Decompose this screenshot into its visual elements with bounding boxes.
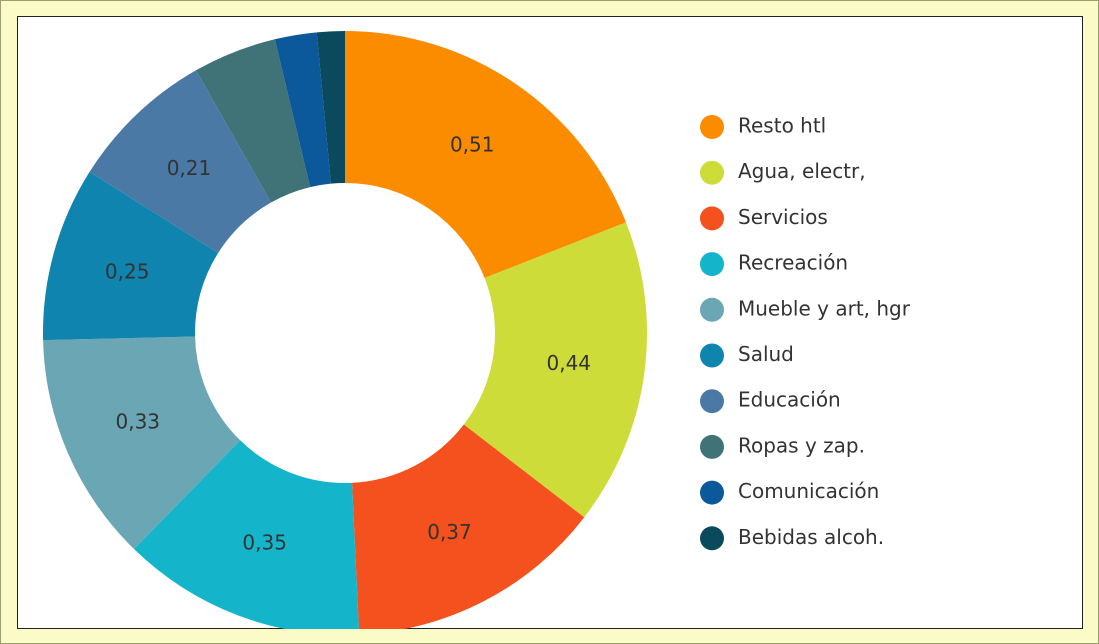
slice <box>43 336 241 550</box>
slice <box>89 70 272 253</box>
slice-label: 0,51 <box>450 133 495 157</box>
slice-label: 0,35 <box>242 531 287 555</box>
legend-swatch <box>700 526 724 551</box>
slice <box>43 171 219 341</box>
legend-label: Ropas y zap. <box>738 433 865 457</box>
legend-label: Bebidas alcoh. <box>738 525 884 549</box>
legend-swatch <box>700 434 724 459</box>
slice <box>345 31 627 279</box>
legend-swatch <box>700 206 724 231</box>
legend-label: Recreación <box>738 251 848 275</box>
slice-label: 0,25 <box>105 259 150 283</box>
slice <box>196 39 311 203</box>
legend-label: Agua, electr, <box>738 159 866 183</box>
legend-label: Comunicación <box>738 479 879 503</box>
legend-swatch <box>700 389 724 414</box>
slice <box>316 31 345 184</box>
slice-label: 0,21 <box>167 156 212 180</box>
legend-label: Educación <box>738 388 841 412</box>
slice-label: 0,44 <box>547 351 592 375</box>
legend-label: Salud <box>738 342 794 366</box>
slice-label: 0,37 <box>427 520 472 544</box>
slice <box>463 222 647 518</box>
slice <box>274 32 331 188</box>
legend-swatch <box>700 297 724 322</box>
legend-label: Mueble y art, hgr <box>738 296 911 320</box>
legend-swatch <box>700 115 724 139</box>
slice-label: 0,33 <box>115 410 160 434</box>
legend-swatch <box>700 480 724 505</box>
legend-swatch <box>700 160 724 185</box>
legend-label: Resto htl <box>738 114 826 138</box>
chart: 0,51 0,44 0,37 0,35 0,33 0,25 0,21 Resto htl Agu… <box>17 16 1083 629</box>
legend-swatch <box>700 343 724 368</box>
slice <box>352 424 585 629</box>
legend-swatch <box>700 252 724 277</box>
legend-label: Servicios <box>738 205 828 229</box>
slice <box>133 440 359 629</box>
